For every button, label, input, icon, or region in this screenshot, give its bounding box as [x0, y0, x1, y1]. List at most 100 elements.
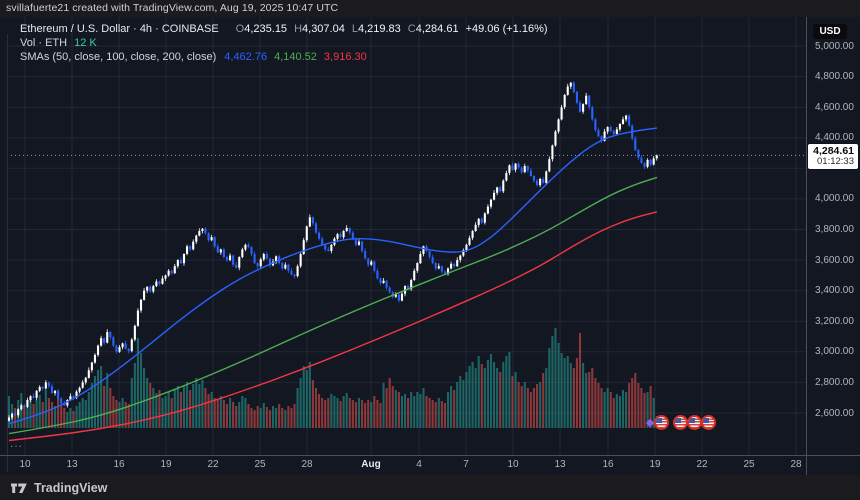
candle-up	[422, 246, 425, 254]
price-axis[interactable]: USD 5,000.00 4,800.00 4,600.00 4,400.00 4,00…	[807, 17, 860, 455]
price-tick-label: 4,600.00	[815, 101, 854, 113]
candle-up	[11, 413, 14, 418]
volume-bar	[241, 396, 244, 428]
volume-bar	[499, 372, 502, 428]
time-tick-label: 7	[463, 459, 469, 470]
volume-bar	[489, 354, 493, 428]
volume-bar	[615, 394, 618, 428]
candle-up	[456, 260, 459, 267]
time-tick-label: 16	[602, 459, 614, 470]
candle-down	[542, 179, 545, 183]
volume-bar	[124, 402, 127, 428]
candle-down	[440, 266, 443, 272]
economic-event-flag-icon[interactable]	[672, 414, 688, 430]
flag-canton	[689, 417, 695, 423]
candle-up	[400, 293, 404, 301]
candle-up	[652, 158, 655, 165]
volume-bar	[314, 388, 318, 428]
economic-event-flag-icon[interactable]	[654, 414, 669, 430]
volume-bar	[379, 403, 382, 428]
candle-down	[578, 102, 582, 112]
volume-bar	[557, 343, 560, 428]
volume-bar	[446, 392, 450, 428]
tradingview-logo-icon	[11, 483, 27, 493]
flag-canton	[703, 417, 709, 423]
volume-bar	[268, 410, 271, 428]
volume-bar	[219, 396, 222, 428]
volume-bar	[216, 400, 219, 428]
volume-bar	[281, 408, 284, 428]
candle-down	[649, 159, 652, 165]
candle-up	[308, 217, 311, 227]
time-tick-label: 13	[66, 459, 78, 470]
candle-down	[588, 95, 591, 108]
candle-down	[339, 234, 342, 238]
volume-bar	[606, 388, 609, 428]
candle-up	[382, 280, 385, 283]
candle-down	[388, 287, 391, 293]
candle-up	[603, 131, 606, 141]
legend-symbol-row[interactable]: Ethereum / U.S. Dollar · 4h · COINBASE O4…	[20, 23, 548, 36]
candle-up	[471, 231, 474, 238]
volume-bar	[103, 386, 106, 428]
price-tick-label: 4,400.00	[815, 132, 854, 144]
volume-bar	[139, 353, 143, 428]
candle-up	[566, 86, 569, 95]
time-tick-label: 22	[696, 459, 708, 470]
legend-smas-row[interactable]: SMAs (50, close, 100, close, 200, close)…	[20, 51, 548, 64]
legend-volume-row[interactable]: Vol · ETH 12 K	[20, 37, 548, 50]
volume-bar	[542, 373, 545, 428]
candle-up	[139, 299, 143, 311]
candlestick-chart-canvas[interactable]	[0, 17, 860, 475]
volume-bar	[397, 392, 400, 428]
candle-up	[284, 264, 287, 269]
economic-event-flag-icon[interactable]	[687, 414, 702, 430]
chart-pane[interactable]	[0, 17, 860, 475]
volume-bar	[434, 402, 437, 428]
volume-bar	[250, 408, 253, 428]
candle-down	[431, 257, 434, 264]
volume-bar	[474, 368, 477, 428]
volume-bar	[532, 388, 536, 428]
candle-up	[75, 391, 78, 398]
candle-up	[305, 226, 308, 241]
time-tick-label: 25	[743, 459, 755, 470]
price-tick-label: 3,600.00	[815, 254, 854, 266]
volume-bar	[477, 356, 480, 428]
economic-event-flag-icon[interactable]	[701, 414, 716, 430]
candle-down	[499, 187, 502, 192]
candle-down	[293, 274, 296, 277]
time-tick-label: 19	[160, 459, 172, 470]
candle-down	[594, 119, 597, 131]
volume-bar	[244, 398, 247, 428]
price-tick-label: 5,000.00	[815, 40, 854, 52]
currency-button[interactable]: USD	[813, 24, 847, 39]
volume-bar	[422, 388, 425, 428]
candle-down	[213, 237, 216, 247]
candle-up	[474, 224, 477, 231]
candle-up	[345, 228, 348, 232]
candle-down	[572, 82, 575, 92]
time-axis[interactable]: 10 13 16 19 22 25 28 Aug 4 7 10 13 16 19 22 25 28	[0, 456, 806, 475]
volume-bar	[471, 362, 474, 428]
volume-bar	[152, 388, 155, 428]
candle-up	[87, 370, 90, 378]
volume-bar	[66, 412, 69, 428]
candle-up	[582, 104, 585, 112]
volume-bar	[296, 388, 299, 428]
candle-up	[182, 254, 186, 264]
time-tick-label: 28	[790, 459, 802, 470]
candle-up	[244, 244, 247, 250]
volume-bar	[182, 386, 186, 428]
volume-bar	[60, 404, 63, 428]
volume-bar	[646, 392, 649, 428]
candle-down	[379, 278, 382, 283]
volume-bar	[526, 388, 529, 428]
tradingview-logo[interactable]: TradingView	[10, 480, 107, 496]
volume-bar	[480, 364, 483, 428]
volume-bar	[345, 393, 348, 428]
symbol-title[interactable]: Ethereum / U.S. Dollar · 4h · COINBASE	[20, 23, 219, 35]
candle-down	[520, 167, 523, 173]
more-data-ellipsis[interactable]: ...	[10, 436, 24, 450]
candle-up	[275, 256, 278, 262]
